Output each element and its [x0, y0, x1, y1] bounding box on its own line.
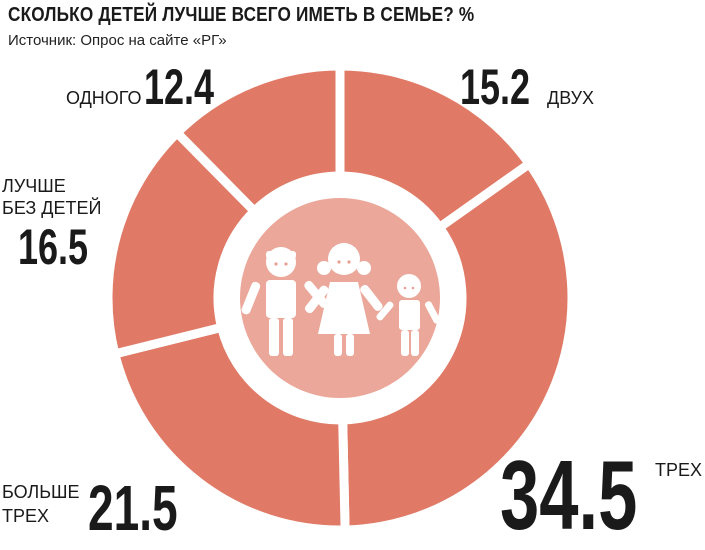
label-treh-value: 34.5 — [500, 440, 638, 550]
label-bez-name-1: ЛУЧШЕ — [2, 176, 66, 196]
label-treh-name: ТРЕХ — [655, 460, 703, 480]
label-odnogo-name: ОДНОГО — [66, 88, 142, 108]
label-bez-name-2: БЕЗ ДЕТЕЙ — [2, 198, 102, 218]
label-odnogo-value: 12.4 — [144, 59, 215, 115]
slice-4 — [103, 126, 261, 360]
label-bolshe-name-1: БОЛЬШЕ — [2, 482, 80, 502]
label-dvuh-value: 15.2 — [460, 59, 531, 115]
family-icon — [241, 243, 441, 356]
slice-1 — [335, 61, 536, 234]
label-bolshe-value: 21.5 — [88, 472, 178, 544]
slice-2 — [338, 157, 577, 535]
slice-5 — [170, 61, 345, 218]
donut-slices — [103, 61, 577, 535]
chart-title: СКОЛЬКО ДЕТЕЙ ЛУЧШЕ ВСЕГО ИМЕТЬ В СЕМЬЕ?… — [8, 4, 475, 26]
chart-source: Источник: Опрос на сайте «РГ» — [8, 32, 227, 49]
slice-3 — [109, 321, 350, 535]
label-bez-value: 16.5 — [18, 219, 89, 275]
label-bolshe-name-2: ТРЕХ — [2, 506, 50, 526]
label-dvuh-name: ДВУХ — [547, 88, 595, 108]
